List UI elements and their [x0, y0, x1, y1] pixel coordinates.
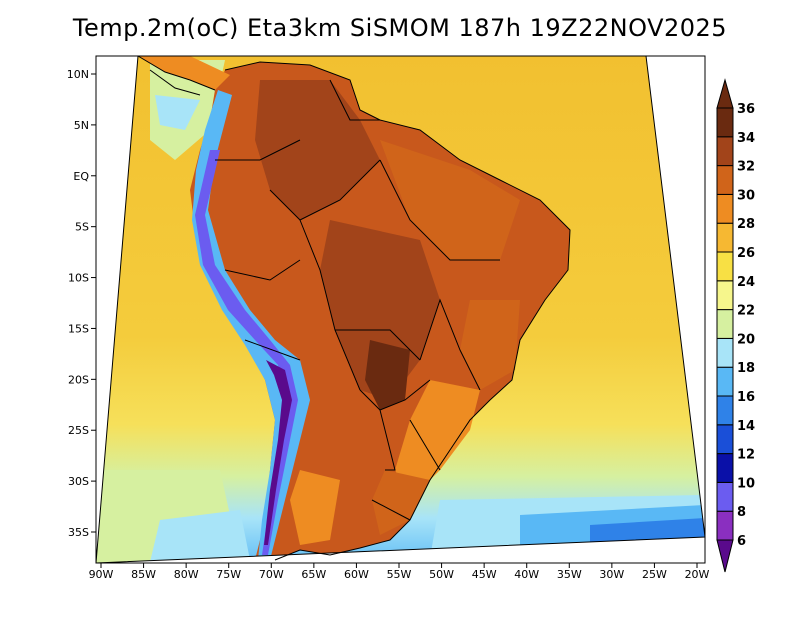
- colorbar-segment: [716, 337, 734, 368]
- colorbar-label: 8: [737, 505, 746, 520]
- lon-tick-label: 35W: [557, 568, 582, 581]
- colorbar-label: 36: [737, 102, 755, 117]
- colorbar-label: 14: [737, 419, 755, 434]
- map-title: Temp.2m(oC) Eta3km SiSMOM 187h 19Z22NOV2…: [72, 14, 728, 42]
- latitude-axis: 10N 5N EQ 5S 10S 15S 20S 25S 30S 35S: [67, 68, 96, 539]
- lon-tick-label: 85W: [131, 568, 156, 581]
- colorbar-label: 32: [737, 160, 755, 175]
- lat-tick-label: 30S: [68, 475, 89, 488]
- political-borders: [215, 79, 500, 521]
- lat-tick-label: EQ: [73, 170, 89, 183]
- colorbar-segment: [716, 136, 734, 167]
- lon-tick-label: 75W: [216, 568, 241, 581]
- lat-tick-label: 10S: [68, 272, 89, 285]
- lon-tick-label: 70W: [259, 568, 284, 581]
- colorbar-segment: [716, 165, 734, 195]
- lat-tick-label: 25S: [68, 424, 89, 437]
- colorbar-label: 12: [737, 448, 755, 463]
- coastline: [224, 61, 571, 561]
- colorbar: 6 8 10 12 14 16 18 20 22 24 26 28 30 32 34 36: [716, 78, 755, 573]
- colorbar-bottom-triangle: [716, 539, 734, 573]
- colorbar-label: 30: [737, 188, 755, 203]
- colorbar-segment: [716, 366, 734, 397]
- lon-tick-label: 30W: [599, 568, 624, 581]
- lat-tick-label: 10N: [67, 68, 89, 81]
- central-america-coast: [137, 55, 216, 96]
- colorbar-label: 24: [737, 275, 755, 290]
- lon-tick-label: 90W: [89, 568, 114, 581]
- lon-tick-label: 55W: [387, 568, 412, 581]
- colorbar-segment: [716, 222, 734, 253]
- colorbar-segment: [716, 193, 734, 224]
- lon-tick-label: 65W: [301, 568, 326, 581]
- colorbar-label: 26: [737, 246, 755, 261]
- lat-tick-label: 5S: [75, 221, 89, 234]
- colorbar-label: 28: [737, 217, 755, 232]
- colorbar-segment: [716, 481, 734, 512]
- colorbar-segment: [716, 510, 734, 541]
- lat-tick-label: 35S: [68, 526, 89, 539]
- temperature-field: [96, 56, 705, 563]
- colorbar-segment: [716, 251, 734, 282]
- colorbar-label: 16: [737, 390, 755, 405]
- lat-tick-label: 15S: [68, 322, 89, 335]
- lon-tick-label: 20W: [685, 568, 710, 581]
- lat-tick-label: 20S: [68, 373, 89, 386]
- plot-frame: [95, 55, 706, 564]
- lon-tick-label: 45W: [472, 568, 497, 581]
- lon-tick-label: 80W: [174, 568, 199, 581]
- colorbar-label: 22: [737, 304, 755, 319]
- lon-tick-label: 60W: [344, 568, 369, 581]
- colorbar-label: 18: [737, 361, 755, 376]
- colorbar-label: 20: [737, 332, 755, 347]
- colorbar-segment: [716, 453, 734, 483]
- colorbar-segment: [716, 280, 734, 311]
- colorbar-segment: [716, 107, 734, 138]
- colorbar-label: 6: [737, 534, 746, 549]
- lon-tick-label: 25W: [642, 568, 667, 581]
- colorbar-segment: [716, 309, 734, 339]
- lon-tick-label: 40W: [514, 568, 539, 581]
- colorbar-top-triangle: [716, 78, 734, 109]
- lon-tick-label: 50W: [429, 568, 454, 581]
- longitude-axis: 90W 85W 80W 75W 70W 65W 60W 55W 50W 45W 40W 35W 30W 2…: [89, 563, 710, 581]
- colorbar-label: 10: [737, 476, 755, 491]
- lat-tick-label: 5N: [74, 119, 89, 132]
- colorbar-segment: [716, 395, 734, 426]
- colorbar-segment: [716, 424, 734, 455]
- colorbar-label: 34: [737, 131, 755, 146]
